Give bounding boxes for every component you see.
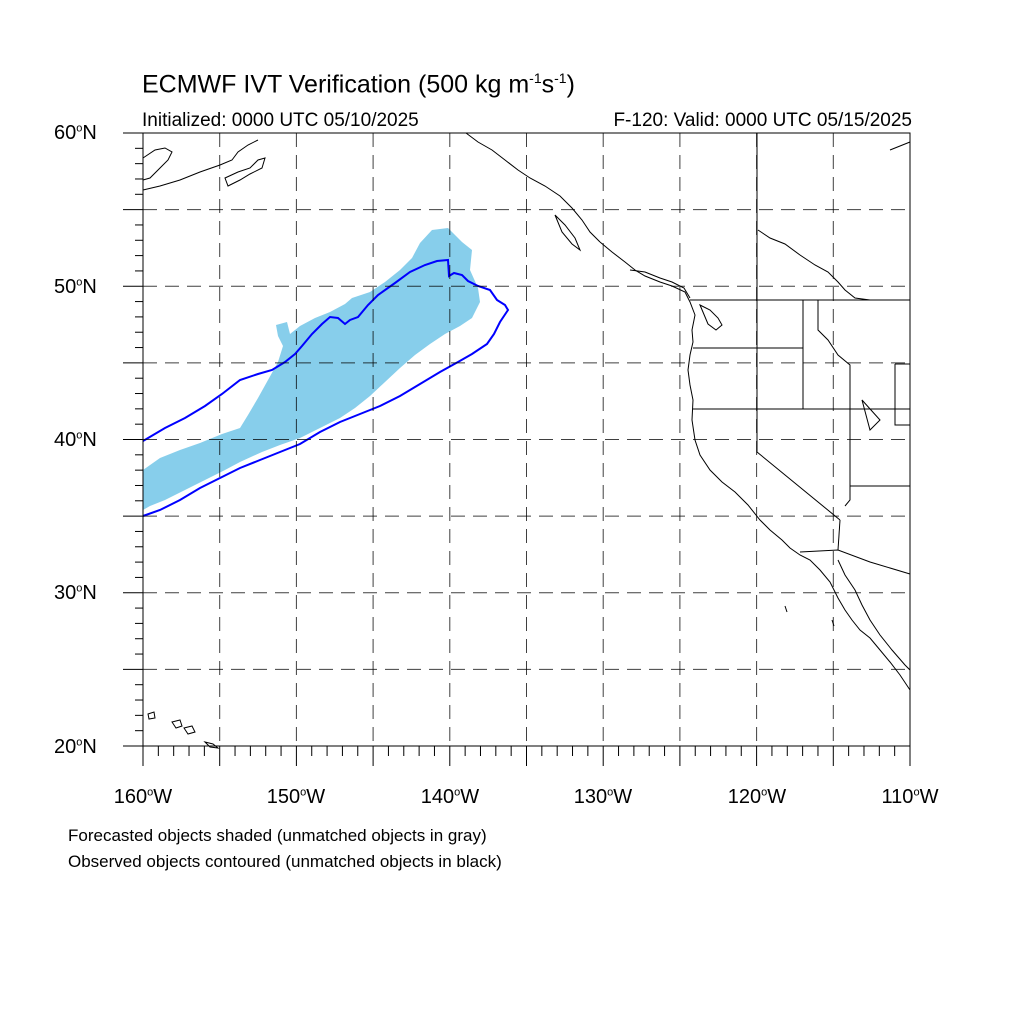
lat-label-20: 20oN	[54, 736, 97, 758]
lon-label-110: 110oW	[881, 786, 939, 808]
note-forecast: Forecasted objects shaded (unmatched obj…	[68, 826, 487, 845]
chart-title: ECMWF IVT Verification (500 kg m-1s-1)	[142, 70, 575, 99]
note-observed: Observed objects contoured (unmatched ob…	[68, 852, 502, 871]
lat-label-40: 40oN	[54, 429, 97, 451]
lon-label-120: 120oW	[727, 786, 787, 808]
forecast-object	[143, 228, 480, 510]
lat-label-50: 50oN	[54, 276, 97, 298]
lon-label-130: 130oW	[573, 786, 633, 808]
observed-object-contour	[142, 258, 510, 517]
initialized-label: Initialized: 0000 UTC 05/10/2025	[142, 110, 419, 131]
political-borders	[690, 133, 911, 575]
lat-label-60: 60oN	[54, 122, 97, 144]
lon-label-150: 150oW	[266, 786, 326, 808]
lat-lon-grid	[143, 133, 910, 746]
valid-label: F-120: Valid: 0000 UTC 05/15/2025	[613, 110, 912, 131]
map-frame	[142, 132, 911, 747]
lon-label-140: 140oW	[420, 786, 480, 808]
lat-label-30: 30oN	[54, 582, 97, 604]
axis-ticks	[123, 132, 911, 766]
lon-label-160: 160oW	[113, 786, 173, 808]
